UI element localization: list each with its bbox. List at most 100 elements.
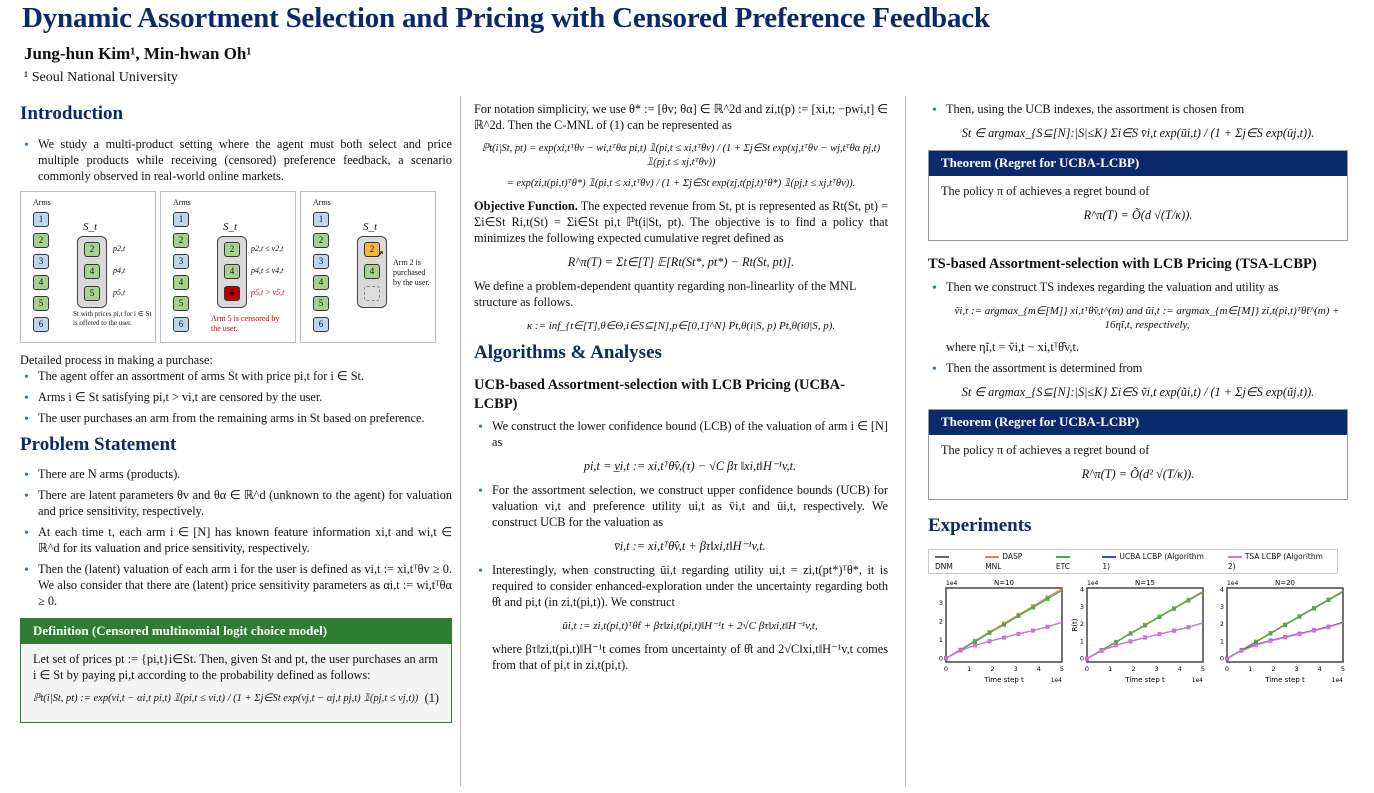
data-point xyxy=(1128,631,1133,636)
data-point xyxy=(1031,628,1035,633)
data-point xyxy=(1171,606,1176,611)
x-tick-label: 5 xyxy=(1341,665,1345,673)
x-tick-label: 2 xyxy=(1131,665,1135,673)
data-point xyxy=(1084,656,1089,661)
chart-title: N=10 xyxy=(994,579,1014,587)
y-tick-label: 2 xyxy=(939,618,943,626)
legend-swatch xyxy=(985,555,1000,558)
poster-title: Dynamic Assortment Selection and Pricing… xyxy=(22,2,990,34)
panel-caption: St with prices pi,t for i ∈ St is offere… xyxy=(73,309,152,327)
figure-panel-1: Arms 1 2 3 4 5 6 S_t 2 4 5 p2,t p4,t p5,t St with pric… xyxy=(20,190,156,343)
y-scale-label: 1e4 xyxy=(1087,580,1099,587)
objective-label: Objective Function. xyxy=(474,198,578,213)
data-point xyxy=(1312,606,1317,611)
set-label: S_t xyxy=(363,220,378,233)
legend-label: ETC xyxy=(1055,561,1070,571)
notation-text: For notation simplicity, we use θ* := [θ… xyxy=(474,102,888,132)
ts-heading: TS-based Assortment-selection with LCB P… xyxy=(928,255,1317,272)
arm-box: 4 xyxy=(173,274,189,290)
theorem-box-1: Theorem (Regret for UCBA-LCBP) The polic… xyxy=(928,149,1348,241)
process-item: Arms i ∈ St satisfying pi,t > vi,t are c… xyxy=(20,390,452,408)
regret-equation: R^π(T) = Σt∈[T] 𝔼[Rt(St*, pt*) − Rt(St, … xyxy=(567,254,795,269)
panel-caption: Arm 2 is purchased by the user. xyxy=(393,257,430,288)
lcb-equation: pi,t = v̲i,t := xi,tᵀθ̂v,(τ) − √C βτ ‖xi… xyxy=(583,459,797,474)
y-tick-label: 1 xyxy=(1220,638,1224,646)
x-tick-label: 3 xyxy=(1014,665,1018,673)
y-tick-label: 1 xyxy=(1080,638,1084,646)
x-tick-label: 0 xyxy=(1085,665,1089,673)
legend-label: DASP MNL xyxy=(985,551,1023,571)
data-point xyxy=(973,643,977,648)
legend-label: DNM xyxy=(935,561,953,571)
set-arm: 2 xyxy=(364,241,380,257)
arm-box: 1 xyxy=(33,211,49,227)
objective-text: The expected revenue from St, pt is repr… xyxy=(474,198,889,245)
problem-item: There are N arms (products). xyxy=(20,467,452,485)
theorem-text: The policy π of achieves a regret bound … xyxy=(941,183,1150,198)
x-tick-label: 2 xyxy=(1272,665,1276,673)
process-item: The agent offer an assortment of arms St… xyxy=(20,369,452,387)
equation-number: (1) xyxy=(424,690,439,705)
arm-box: 2 xyxy=(313,232,329,248)
ucb-assortment-equation: St ∈ argmax_{S⊆[N]:|S|≤K} Σi∈S v̄i,t exp… xyxy=(961,125,1315,140)
ucb-valuation-equation: v̄i,t := xi,tᵀθ̂v,t + βτ‖xi,t‖H⁻¹v,t. xyxy=(614,539,766,554)
y-tick-label: 1 xyxy=(939,636,943,644)
data-point xyxy=(1045,625,1050,630)
ucb-assortment-text: Then, using the UCB indexes, the assortm… xyxy=(928,102,1348,120)
data-point xyxy=(987,639,992,644)
ucb-text: For the assortment selection, we constru… xyxy=(492,483,888,530)
intro-bullet: We study a multi-product setting where t… xyxy=(20,137,452,185)
legend-swatch xyxy=(1227,555,1242,558)
data-point xyxy=(1186,625,1191,630)
legend-item: TSA LCBP (Algorithm 2) xyxy=(1227,552,1331,572)
ts-equation: ṽi,t := argmax_{m∈[M]} xi,tᵀθ̃v,t^(m) an… xyxy=(954,304,1340,331)
data-point xyxy=(1002,635,1006,640)
ts-assortment-equation: St ∈ argmax_{S⊆[N]:|S|≤K} Σi∈S ṽi,t exp(… xyxy=(961,385,1315,400)
process-figure: Arms 1 2 3 4 5 6 S_t 2 4 5 p2,t p4,t p5,t St with pric… xyxy=(20,190,452,343)
arm-box: 4 xyxy=(33,274,49,290)
data-point xyxy=(1113,643,1118,648)
legend-swatch xyxy=(1102,555,1117,558)
definition-text: Let set of prices pt := {pi,t}i∈St. Then… xyxy=(33,652,438,683)
arms-label: Arms xyxy=(33,197,51,207)
set-label: S_t xyxy=(223,220,238,233)
process-item: The user purchases an arm from the remai… xyxy=(20,411,452,429)
ts-where: where η̃i,t = ṽi,t − xi,tᵀθ̂v,t. xyxy=(946,340,1079,355)
x-tick-label: 2 xyxy=(990,665,994,673)
y-tick-label: 0 xyxy=(1080,655,1084,663)
y-axis-label: R(t) xyxy=(1071,618,1079,631)
data-point xyxy=(1142,635,1147,640)
legend-swatch xyxy=(1055,555,1070,558)
x-tick-label: 3 xyxy=(1295,665,1299,673)
legend-item: DASP MNL xyxy=(985,552,1040,572)
x-tick-label: 1 xyxy=(1248,665,1252,673)
arm-box: 6 xyxy=(33,316,49,332)
x-tick-label: 1 xyxy=(1108,665,1112,673)
data-point xyxy=(1099,649,1104,654)
data-point xyxy=(1016,614,1021,618)
y-tick-label: 4 xyxy=(1080,586,1084,594)
definition-title: Definition (Censored multinomial logit c… xyxy=(21,619,451,645)
series-line-tsa-lcbp-algorithm-2- xyxy=(1227,622,1344,660)
data-point xyxy=(1254,640,1259,645)
legend-swatch xyxy=(935,555,949,558)
arm-box: 5 xyxy=(33,295,49,311)
column-3: Then, using the UCB indexes, the assortm… xyxy=(928,102,1348,686)
cmnl-equation: ℙt(i|St, pt) = exp(xi,tᵀθv − wi,tᵀθα pi,… xyxy=(481,142,881,168)
x-tick-label: 5 xyxy=(1201,665,1205,673)
x-tick-label: 1 xyxy=(967,665,971,673)
set-arm: 4 xyxy=(364,263,380,279)
set-arm: 2 xyxy=(224,241,240,257)
theorem-title: Theorem (Regret for UCBA-LCBP) xyxy=(929,410,1347,436)
condition-label: p5,t > v5,t xyxy=(251,287,285,297)
theorem-title: Theorem (Regret for UCBA-LCBP) xyxy=(929,150,1347,176)
price-label: p2,t xyxy=(113,243,126,253)
x-axis-label: Time step t xyxy=(983,676,1024,684)
data-point xyxy=(1157,632,1162,637)
data-point xyxy=(1283,635,1288,640)
arm-box: 6 xyxy=(313,316,329,332)
column-2: For notation simplicity, we use θ* := [θ… xyxy=(474,102,888,679)
authors: Jung-hun Kim¹, Min-hwan Oh¹ xyxy=(24,44,252,63)
panel-caption: Arm 5 is censored by the user. xyxy=(211,313,280,334)
ts-text: Then we construct TS indexes regarding t… xyxy=(946,279,1279,294)
